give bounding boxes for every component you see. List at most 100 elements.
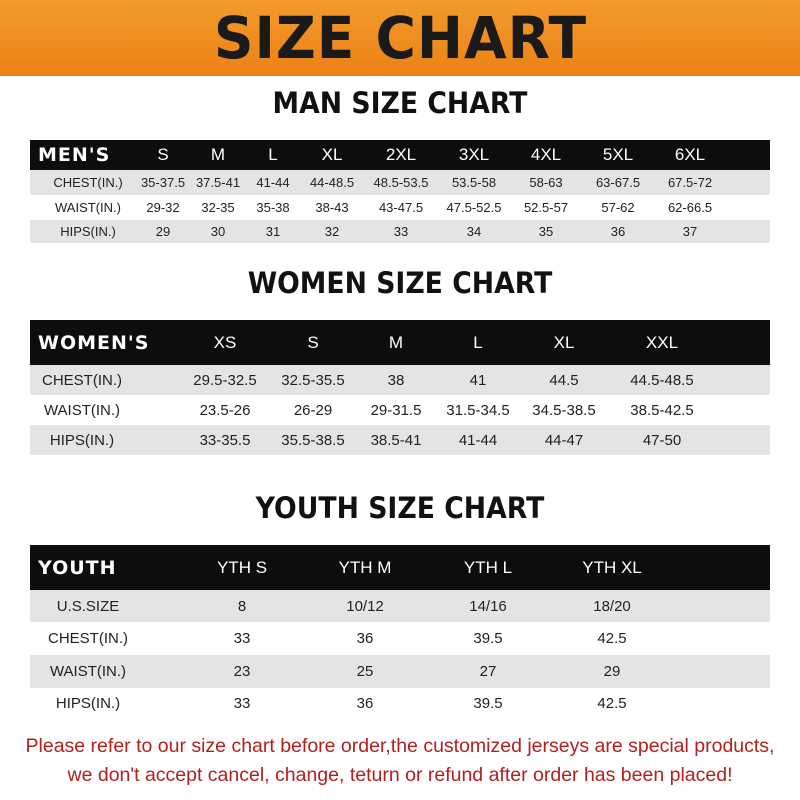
size-header-cell: XL — [321, 145, 343, 164]
measurement-cell: 29 — [155, 224, 171, 239]
size-header-cell: L — [473, 332, 483, 352]
table-row: CHEST(IN.) 29.5-32.5 32.5-35.5 38 41 44.5 44.5… — [30, 365, 770, 395]
measurement-cell: 32.5-35.5 — [281, 371, 345, 389]
row-label: WAIST(IN.) — [43, 401, 121, 419]
measurement-cell: 35 — [538, 224, 554, 239]
size-header-cell: YTH M — [338, 557, 392, 577]
table-title-cell: MEN'S — [38, 144, 111, 166]
row-label: WAIST(IN.) — [49, 663, 127, 680]
measurement-cell: 31.5-34.5 — [446, 401, 510, 419]
size-header-cell: XS — [213, 332, 237, 352]
measurement-cell: 38.5-41 — [370, 431, 422, 449]
size-header-cell: 2XL — [385, 145, 417, 164]
table-header-row: MEN'S S M L XL 2XL 3XL 4XL 5XL 6XL — [30, 140, 770, 170]
table-row: HIPS(IN.) 29 30 31 32 33 34 35 36 37 — [30, 220, 770, 243]
measurement-cell: 44-48.5 — [309, 175, 355, 190]
table-row: WAIST(IN.) 29-32 32-35 35-38 38-43 43-47.5 47.… — [30, 195, 770, 220]
row-label: CHEST(IN.) — [53, 175, 123, 190]
table-row: CHEST(IN.) 33 36 39.5 42.5 — [30, 622, 770, 655]
measurement-cell: 39.5 — [473, 695, 503, 712]
measurement-cell: 62-66.5 — [667, 200, 713, 215]
measurement-cell: 36 — [356, 695, 374, 712]
size-header-cell: XXL — [645, 332, 679, 352]
measurement-cell: 44.5 — [549, 371, 579, 389]
measurement-cell: 29-31.5 — [370, 401, 422, 419]
measurement-cell: 27 — [479, 663, 497, 680]
measurement-cell: 18/20 — [593, 597, 631, 615]
row-label: CHEST(IN.) — [48, 630, 128, 647]
measurement-cell: 41 — [469, 371, 487, 389]
measurement-cell: 37 — [682, 224, 698, 239]
measurement-cell: 48.5-53.5 — [373, 175, 429, 190]
youth-size-table: YOUTH YTH S YTH M YTH L YTH XL U.S.SIZE 8 10/12… — [30, 545, 770, 719]
banner: SIZE CHART — [0, 0, 800, 76]
notice-line-2: we don't accept cancel, change, teturn o… — [67, 764, 733, 786]
measurement-cell: 58-63 — [529, 175, 563, 190]
measurement-cell: 33 — [393, 224, 409, 239]
measurement-cell: 38 — [387, 371, 405, 389]
table-row: WAIST(IN.) 23 25 27 29 — [30, 655, 770, 688]
measurement-cell: 32-35 — [201, 200, 235, 215]
measurement-cell: 36 — [610, 224, 626, 239]
measurement-cell: 10/12 — [346, 597, 384, 615]
measurement-cell: 41-44 — [458, 431, 498, 449]
row-label: U.S.SIZE — [56, 597, 120, 615]
measurement-cell: 33 — [233, 630, 251, 647]
table-header-row: WOMEN'S XS S M L XL XXL — [30, 320, 770, 365]
measurement-cell: 44-47 — [544, 431, 584, 449]
measurement-cell: 47-50 — [642, 431, 682, 449]
size-header-cell: 6XL — [674, 145, 706, 164]
measurement-cell: 33-35.5 — [199, 431, 251, 449]
measurement-cell: 38.5-42.5 — [630, 401, 694, 419]
measurement-cell: 67.5-72 — [667, 175, 713, 190]
measurement-cell: 29 — [603, 663, 621, 680]
women-size-table: WOMEN'S XS S M L XL XXL CHEST(IN.) 29.5-32.5 32.5… — [30, 320, 770, 455]
row-label: HIPS(IN.) — [60, 224, 116, 239]
measurement-cell: 44.5-48.5 — [630, 371, 694, 389]
notice-line-1: Please refer to our size chart before or… — [25, 735, 775, 757]
measurement-cell: 14/16 — [469, 597, 507, 615]
table-header-row: YOUTH YTH S YTH M YTH L YTH XL — [30, 545, 770, 590]
row-label: WAIST(IN.) — [55, 200, 121, 215]
size-header-cell: S — [307, 332, 319, 352]
men-size-table: MEN'S S M L XL 2XL 3XL 4XL 5XL 6XL CHEST(IN.) 35-37… — [30, 140, 770, 243]
measurement-cell: 33 — [233, 695, 251, 712]
measurement-cell: 37.5-41 — [195, 175, 241, 190]
table-row: HIPS(IN.) 33 36 39.5 42.5 — [30, 688, 770, 719]
women-chart-title: WOMEN SIZE CHART — [247, 266, 553, 300]
table-row: WAIST(IN.) 23.5-26 26-29 29-31.5 31.5-34.5 34… — [30, 395, 770, 425]
size-header-cell: M — [210, 145, 226, 164]
measurement-cell: 35-37.5 — [140, 175, 186, 190]
measurement-cell: 43-47.5 — [378, 200, 424, 215]
size-header-cell: 4XL — [530, 145, 562, 164]
table-row: CHEST(IN.) 35-37.5 37.5-41 41-44 44-48.5 48.5… — [30, 170, 770, 195]
youth-chart-title: YOUTH SIZE CHART — [255, 491, 545, 525]
measurement-cell: 29-32 — [146, 200, 180, 215]
measurement-cell: 8 — [237, 597, 247, 615]
size-header-cell: L — [268, 145, 278, 164]
men-chart-title: MAN SIZE CHART — [272, 86, 528, 120]
table-title-cell: YOUTH — [38, 556, 117, 579]
banner-title: SIZE CHART — [213, 4, 587, 72]
measurement-cell: 38-43 — [315, 200, 349, 215]
measurement-cell: 53.5-58 — [451, 175, 497, 190]
table-row: HIPS(IN.) 33-35.5 35.5-38.5 38.5-41 41-44 44-… — [30, 425, 770, 455]
measurement-cell: 41-44 — [256, 175, 290, 190]
measurement-cell: 32 — [324, 224, 340, 239]
measurement-cell: 29.5-32.5 — [193, 371, 257, 389]
size-header-cell: 3XL — [458, 145, 490, 164]
measurement-cell: 23 — [233, 663, 251, 680]
measurement-cell: 25 — [356, 663, 374, 680]
row-label: HIPS(IN.) — [55, 695, 121, 712]
size-header-cell: M — [388, 332, 404, 352]
measurement-cell: 57-62 — [601, 200, 635, 215]
measurement-cell: 26-29 — [293, 401, 333, 419]
measurement-cell: 36 — [356, 630, 374, 647]
size-header-cell: 5XL — [602, 145, 634, 164]
size-header-cell: YTH S — [216, 557, 268, 577]
measurement-cell: 35.5-38.5 — [281, 431, 345, 449]
measurement-cell: 34 — [466, 224, 482, 239]
row-label: CHEST(IN.) — [42, 371, 122, 389]
size-header-cell: S — [157, 145, 169, 164]
size-header-cell: XL — [553, 332, 575, 352]
